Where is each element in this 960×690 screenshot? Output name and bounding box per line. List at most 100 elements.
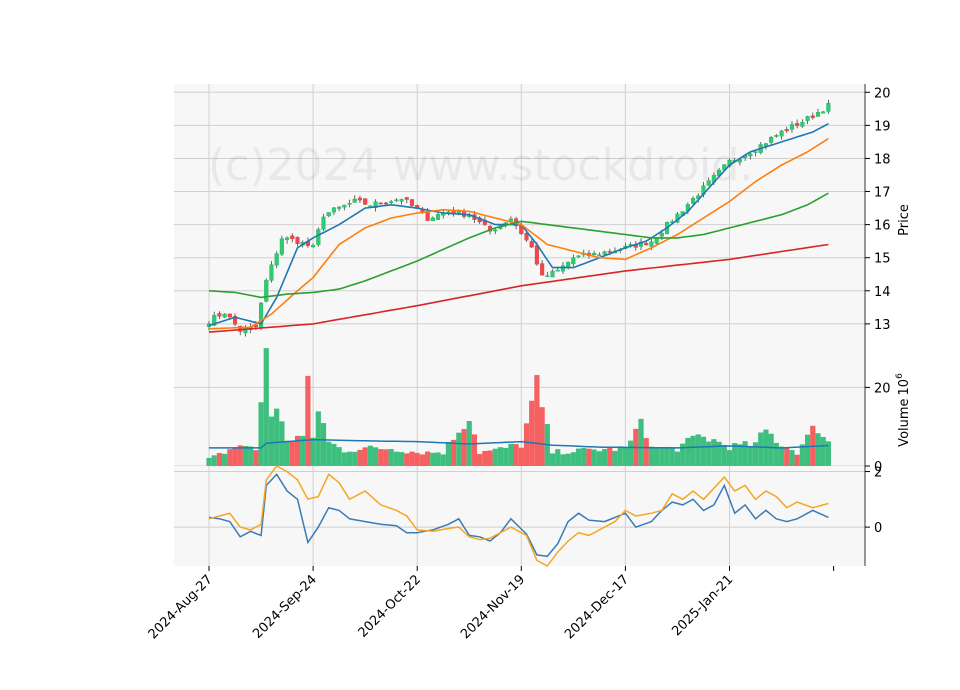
candle-body — [493, 229, 498, 232]
volume-bar — [216, 453, 223, 466]
volume-bar — [237, 445, 243, 466]
volume-bar — [529, 400, 535, 466]
volume-bar — [778, 446, 785, 466]
volume-bar — [398, 452, 405, 466]
candle-body — [326, 212, 331, 217]
candle-body — [545, 275, 550, 277]
volume-bar — [414, 452, 420, 466]
watermark: (c)2024 www.stockdroid. — [208, 140, 753, 191]
volume-bar — [461, 428, 467, 466]
volume-axis-label: Volume — [897, 398, 912, 446]
candle-body — [555, 269, 560, 272]
volume-bar — [320, 423, 327, 466]
candle-body — [295, 237, 300, 244]
volume-bar — [284, 440, 290, 466]
oscillator-axis-tick-label: 2 — [874, 466, 882, 481]
oscillator-panel-background — [174, 466, 865, 566]
volume-bar — [378, 449, 384, 466]
volume-bar — [622, 447, 628, 466]
candle-body — [222, 313, 227, 318]
candle-body — [357, 197, 362, 201]
volume-bar — [310, 437, 316, 466]
volume-bar — [388, 449, 394, 466]
volume-bar — [305, 375, 311, 466]
x-axis-tick-label: 2024-Oct-22 — [356, 572, 424, 640]
candle-body — [212, 315, 217, 326]
volume-bar — [367, 445, 373, 466]
candle-body — [404, 197, 409, 200]
candle-body — [769, 137, 774, 143]
x-axis: 2024-Aug-27 2024-Sep-24 2024-Oct-22 2024-No… — [146, 566, 835, 642]
volume-bar — [508, 443, 514, 466]
candle-body — [534, 245, 539, 265]
candle-body — [691, 198, 696, 204]
volume-bar — [445, 441, 452, 466]
oscillator-axis-tick-label: 0 — [874, 521, 882, 536]
candle-body — [540, 263, 545, 276]
volume-bar — [435, 452, 441, 466]
volume-bar — [758, 432, 764, 466]
candle-body — [706, 180, 711, 186]
volume-bar — [607, 447, 613, 466]
candle-body — [779, 130, 784, 137]
candle-body — [529, 241, 534, 248]
volume-bar — [700, 436, 707, 466]
volume-average-line — [209, 438, 829, 449]
volume-bar — [799, 444, 805, 466]
candle-body — [394, 199, 399, 202]
volume-bar — [300, 435, 306, 466]
volume-bar — [383, 449, 389, 466]
volume-bar — [341, 452, 347, 466]
candle-body — [566, 261, 571, 268]
volume-bar — [768, 433, 774, 466]
candle-body — [383, 202, 389, 205]
moving-average-line — [208, 243, 829, 333]
candle-body — [592, 253, 597, 256]
volume-bar — [232, 447, 238, 466]
volume-bar — [419, 454, 426, 466]
volume-bar — [570, 452, 576, 466]
volume-bar — [279, 421, 285, 466]
price-axis-title: Price — [897, 204, 912, 236]
volume-bar — [794, 454, 800, 466]
volume-bar — [784, 447, 790, 466]
candle-body — [800, 121, 805, 127]
candle-body — [795, 123, 800, 126]
volume-bar — [586, 448, 592, 466]
volume-bar — [253, 450, 259, 466]
candle-body — [342, 204, 347, 208]
volume-bar — [518, 447, 524, 466]
price-axis-tick-label: 16 — [874, 219, 891, 234]
candle-body — [810, 115, 815, 118]
volume-bar — [409, 451, 415, 466]
moving-average-line — [208, 137, 829, 330]
candle-body — [316, 229, 321, 245]
volume-bar — [430, 452, 436, 466]
volume-bar — [503, 447, 509, 466]
candle-body — [821, 111, 826, 114]
price-panel-background — [174, 84, 865, 352]
volume-bar — [612, 450, 618, 466]
volume-bar — [581, 447, 587, 466]
volume-bar — [565, 453, 571, 466]
volume-axis-title: Volume 106 — [895, 373, 912, 447]
volume-bar — [737, 444, 743, 466]
volume-bar — [638, 418, 644, 466]
volume-bar — [726, 450, 733, 466]
volume-bar — [425, 451, 431, 466]
candle-body — [430, 217, 435, 222]
volume-bar — [742, 441, 748, 466]
volume-bar — [227, 449, 233, 466]
volume-bar — [523, 423, 530, 466]
volume-bar — [680, 443, 686, 466]
candle-body — [232, 316, 238, 325]
x-axis-tick-label: 2024-Nov-19 — [458, 572, 528, 642]
volume-bar — [711, 439, 717, 466]
candle-body — [805, 116, 810, 121]
oscillator-line — [208, 473, 829, 558]
volume-bar — [628, 440, 634, 466]
volume-bar — [549, 453, 556, 466]
volume-bar — [560, 454, 566, 466]
volume-bar — [404, 453, 410, 466]
